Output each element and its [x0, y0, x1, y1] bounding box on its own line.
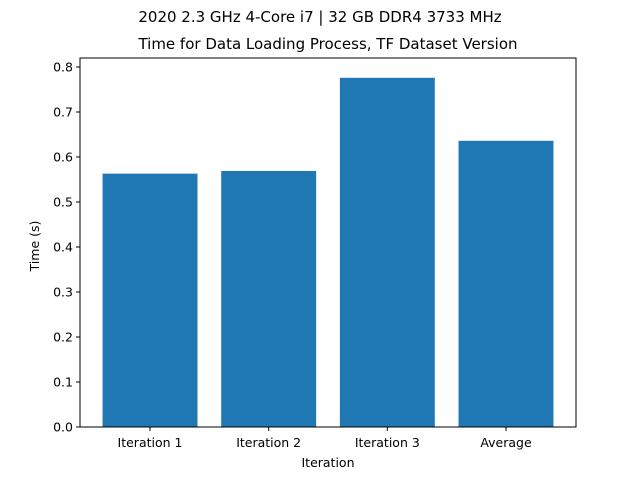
bar-1 [102, 173, 198, 427]
y-tick-label: 0.2 [53, 330, 73, 345]
x-tick-label: Iteration 3 [355, 435, 420, 450]
y-tick-label: 0.8 [53, 60, 73, 75]
x-axis-label: Iteration [301, 455, 354, 470]
plot-area: 0.0 0.1 0.2 0.3 0.4 0.5 0.6 0.7 0.8 Iteration 1 It… [53, 57, 577, 450]
y-tick-label: 0.7 [53, 105, 73, 120]
chart-suptitle: 2020 2.3 GHz 4-Core i7 | 32 GB DDR4 3733… [138, 8, 501, 26]
bar-4 [458, 140, 554, 428]
y-tick-label: 0.0 [53, 420, 73, 435]
axes-frame [79, 57, 577, 428]
x-tick-label: Iteration 2 [236, 435, 301, 450]
bar-3 [339, 77, 435, 428]
x-tick-label: Average [480, 435, 532, 450]
y-axis-label: Time (s) [27, 221, 42, 273]
y-tick-label: 0.6 [53, 150, 73, 165]
y-tick-label: 0.5 [53, 195, 73, 210]
chart-title: Time for Data Loading Process, TF Datase… [137, 35, 517, 53]
x-tick-label: Iteration 1 [118, 435, 183, 450]
y-tick-label: 0.4 [53, 240, 73, 255]
bar-2 [221, 170, 317, 427]
y-tick-label: 0.1 [53, 375, 73, 390]
y-tick-label: 0.3 [53, 285, 73, 300]
